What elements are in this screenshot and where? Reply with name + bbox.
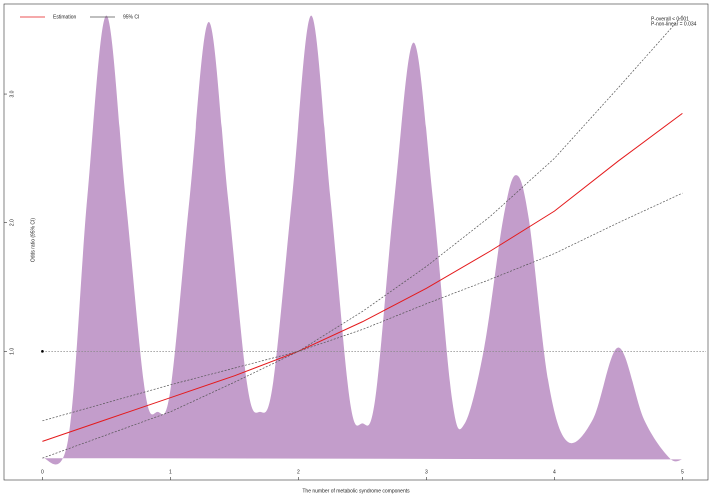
line-series (42, 15, 683, 422)
x-tick-label: 2 (297, 469, 300, 475)
line-series (42, 112, 683, 442)
x-axis-label: The number of metabolic syndrome compone… (302, 488, 410, 494)
x-tick-label: 1 (169, 469, 172, 475)
annotation: P-non-linear = 0.034 (651, 21, 697, 27)
annotation: P-overall < 0.001 (651, 16, 689, 22)
y-tick-label: 2.0 (9, 219, 15, 226)
plot-frame (3, 3, 709, 481)
density-area (42, 15, 683, 465)
legend-label: Estimation (53, 14, 77, 20)
legend-label: 95% CI (123, 14, 139, 20)
y-axis-label: Odds ratio (95% CI) (30, 218, 36, 263)
line-series (42, 192, 683, 459)
x-tick-label: 5 (681, 469, 684, 475)
x-tick-label: 0 (41, 469, 44, 475)
x-tick-label: 3 (425, 469, 428, 475)
y-tick-label: 1.0 (9, 348, 15, 355)
reference-point (41, 350, 44, 353)
y-tick-label: 3.0 (9, 90, 15, 97)
x-tick-label: 4 (553, 469, 556, 475)
